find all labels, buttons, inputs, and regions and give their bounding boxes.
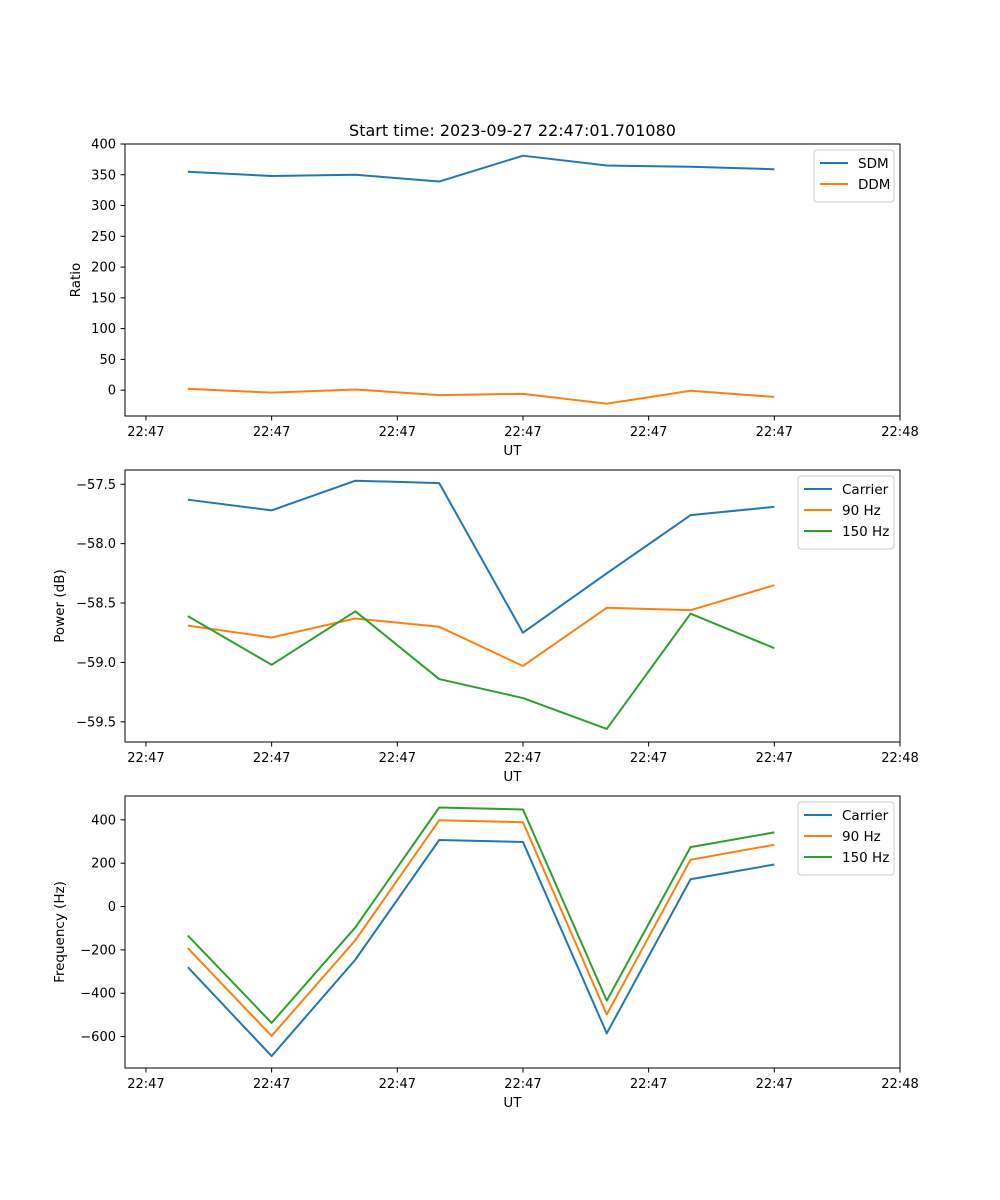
axes-frame (124, 469, 901, 743)
axes-frame (124, 795, 901, 1069)
series-line-150-hz (187, 806, 775, 1024)
legend: Carrier 90 Hz 150 Hz (797, 475, 895, 550)
y-tick-label: −400 (80, 987, 116, 1002)
y-tick-label: −59.5 (76, 715, 116, 730)
y-tick-label: 200 (91, 857, 116, 872)
y-tick-label: −59.0 (76, 656, 116, 671)
x-axis-label: UT (503, 769, 522, 785)
y-tick-label: −200 (80, 943, 116, 958)
x-tick-label: 22:48 (881, 751, 918, 766)
x-tick-label: 22:47 (504, 425, 541, 440)
x-axis-label: UT (503, 443, 522, 459)
x-tick-label: 22:48 (881, 1077, 918, 1092)
y-tick-label: 100 (91, 322, 116, 337)
x-axis-label: UT (503, 1095, 522, 1111)
x-tick-label: 22:47 (379, 1077, 416, 1092)
y-tick-label: −58.0 (76, 537, 116, 552)
x-tick-label: 22:47 (756, 425, 793, 440)
axes-frame (124, 143, 901, 417)
x-tick-label: 22:47 (253, 751, 290, 766)
x-tick-label: 22:47 (630, 751, 667, 766)
legend-label: Carrier (842, 482, 889, 498)
x-tick-label: 22:47 (379, 425, 416, 440)
legend: Carrier 90 Hz 150 Hz (797, 801, 895, 876)
x-tick-label: 22:47 (253, 1077, 290, 1092)
ratio-panel: 22:47 22:47 22:47 22:47 22:47 22:47 22:48 0 50 10… (68, 138, 919, 460)
legend-label: DDM (858, 177, 890, 193)
y-axis-label: Ratio (68, 263, 84, 298)
y-axis-label: Frequency (Hz) (52, 881, 68, 983)
legend-label: 150 Hz (842, 524, 889, 540)
x-tick-label: 22:47 (504, 751, 541, 766)
legend-label: 90 Hz (842, 503, 881, 519)
series-line-150-hz (187, 610, 775, 730)
y-tick-label: 350 (91, 168, 116, 183)
series-line-carrier (187, 839, 775, 1058)
series-line-sdm (187, 154, 775, 183)
y-tick-label: 50 (99, 353, 116, 368)
series-line-carrier (187, 479, 775, 634)
legend-label: SDM (858, 156, 889, 172)
y-tick-label: 200 (91, 261, 116, 276)
series-line-90-hz (187, 819, 775, 1037)
y-tick-label: 0 (108, 900, 116, 915)
series-line-90-hz (187, 584, 775, 667)
x-tick-label: 22:48 (881, 425, 918, 440)
y-tick-label: −600 (80, 1030, 116, 1045)
x-tick-label: 22:47 (127, 1077, 164, 1092)
y-tick-label: −57.5 (76, 478, 116, 493)
legend-label: Carrier (842, 808, 889, 824)
series-line-ddm (187, 387, 775, 405)
y-tick-label: 400 (91, 138, 116, 153)
x-tick-label: 22:47 (756, 751, 793, 766)
legend: SDM DDM (813, 149, 895, 203)
legend-label: 150 Hz (842, 850, 889, 866)
x-tick-label: 22:47 (127, 425, 164, 440)
x-tick-label: 22:47 (379, 751, 416, 766)
x-tick-label: 22:47 (127, 751, 164, 766)
y-tick-label: 300 (91, 199, 116, 214)
figure-title: Start time: 2023-09-27 22:47:01.701080 (349, 121, 676, 140)
y-tick-label: 250 (91, 230, 116, 245)
x-tick-label: 22:47 (253, 425, 290, 440)
frequency-panel: 22:47 22:47 22:47 22:47 22:47 22:47 22:48 400 20… (52, 795, 919, 1111)
y-tick-label: −58.5 (76, 597, 116, 612)
power-panel: 22:47 22:47 22:47 22:47 22:47 22:47 22:48 −57.5… (52, 469, 919, 785)
x-tick-label: 22:47 (756, 1077, 793, 1092)
y-axis-label: Power (dB) (52, 569, 68, 642)
x-tick-label: 22:47 (630, 1077, 667, 1092)
x-tick-label: 22:47 (630, 425, 667, 440)
y-tick-label: 400 (91, 813, 116, 828)
x-tick-label: 22:47 (504, 1077, 541, 1092)
legend-label: 90 Hz (842, 829, 881, 845)
y-tick-label: 150 (91, 291, 116, 306)
y-tick-label: 0 (108, 384, 116, 399)
